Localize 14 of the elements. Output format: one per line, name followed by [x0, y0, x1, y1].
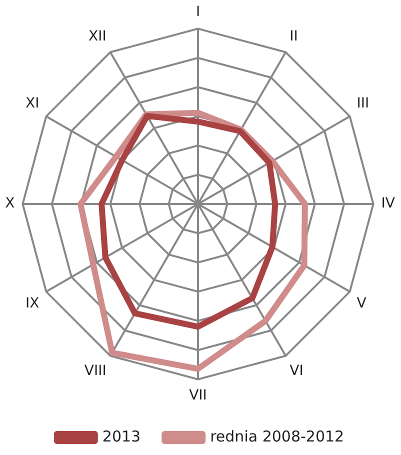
spoke-label: VI	[290, 362, 304, 379]
spoke-label: VIII	[84, 362, 106, 379]
legend-label: 2013	[102, 427, 141, 446]
spoke-label: X	[5, 196, 16, 212]
spoke-label: II	[290, 28, 298, 45]
spoke-label: V	[356, 296, 367, 312]
legend-label: rednia 2008-2012	[210, 427, 344, 446]
spoke-label: XI	[26, 96, 40, 112]
spoke-label: VII	[189, 387, 207, 404]
spoke-label: I	[196, 4, 200, 20]
spoke-label: IX	[26, 296, 40, 312]
spoke-label: III	[356, 96, 370, 112]
spoke-label: XII	[88, 28, 106, 45]
spoke-label: IV	[381, 196, 396, 212]
